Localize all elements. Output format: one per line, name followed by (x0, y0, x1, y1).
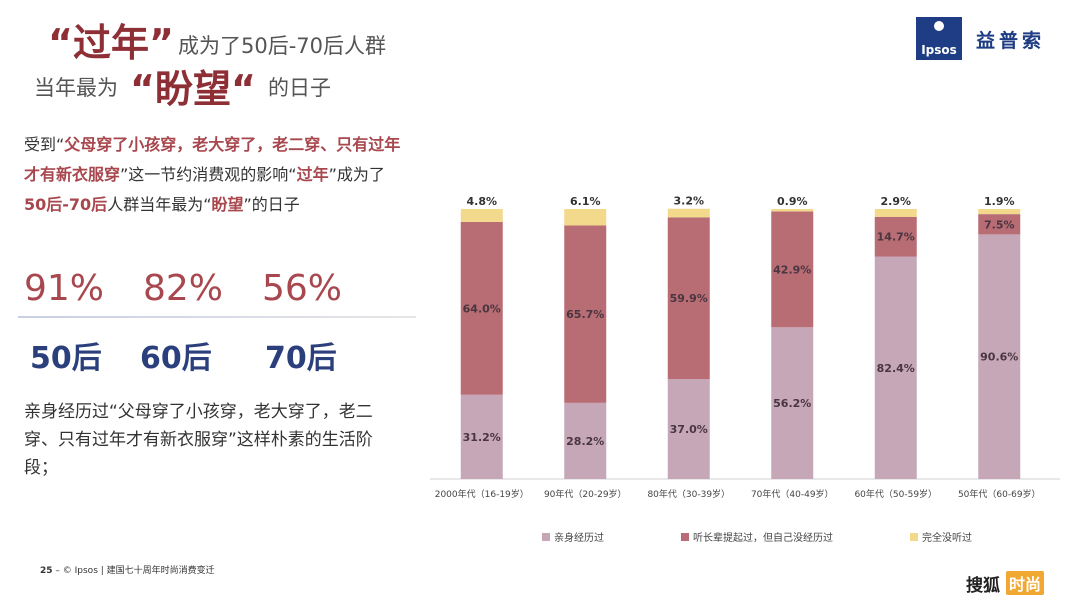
ipsos-logo-chinese: 益普索 (976, 30, 1046, 52)
bar-value-label: 82.4% (877, 362, 915, 375)
bar-value-label: 7.5% (984, 218, 1015, 231)
title-line1-rest: 成为了50后-70后人群 (178, 34, 387, 58)
stacked-bar-chart: 31.2% 64.0% 4.8% 2000年代（16-19岁） 28.2% 65.7% 6.… (430, 195, 1060, 544)
bar-segment (667, 217, 710, 380)
legend-swatch (542, 533, 550, 541)
intro-text: ”成为了 (328, 165, 385, 184)
intro-text: 受到“ (24, 135, 65, 154)
intro-highlight-panwang: 盼望 (211, 195, 244, 214)
intro-highlight-guonian: 过年 (296, 165, 329, 184)
legend-label: 完全没听过 (922, 531, 972, 544)
bar-segment (667, 379, 710, 479)
bar-segment (564, 225, 607, 403)
bar-segment (460, 221, 503, 395)
legend-swatch (681, 533, 689, 541)
bar-segment (978, 209, 1021, 215)
x-axis-category-label: 70年代（40-49岁） (751, 488, 834, 500)
title-quote-panwang: “盼望“ (130, 67, 256, 111)
bar-segment (874, 209, 917, 217)
intro-paragraph: 受到“父母穿了小孩穿，老大穿了，老二穿、只有过年才有新衣服穿”这一节约消费观的影… (24, 130, 404, 220)
footer: 25 – © Ipsos | 建国七十周年时尚消费变迁 (40, 563, 215, 576)
sohu-fashion-badge: 时尚 (1006, 571, 1045, 595)
bar-value-label: 59.9% (670, 292, 708, 305)
intro-text: ”这一节约消费观的影响“ (120, 165, 297, 184)
x-axis-category-label: 2000年代（16-19岁） (435, 488, 529, 500)
bar-value-label: 56.2% (773, 397, 811, 410)
bar-segment (564, 209, 607, 226)
bar-value-label: 6.1% (570, 195, 601, 208)
sohu-watermark: 搜狐 (966, 576, 1000, 596)
bar-value-label: 42.9% (773, 263, 811, 276)
bar-segment (564, 402, 607, 479)
stat-percent-50s: 91% (24, 268, 105, 309)
x-axis-category-label: 80年代（30-39岁） (647, 488, 730, 500)
intro-text: 人群当年最为“ (107, 195, 212, 214)
bar-segment (978, 234, 1021, 479)
bar-segment (771, 211, 814, 328)
bar-value-label: 1.9% (984, 195, 1015, 208)
bar-value-label: 4.8% (466, 195, 497, 208)
ipsos-logo-dot-icon (934, 21, 944, 31)
bar-value-label: 90.6% (980, 351, 1018, 364)
bar-value-label: 31.2% (463, 431, 501, 444)
bar-segment (460, 394, 503, 479)
stat-percent-60s: 82% (143, 268, 224, 309)
stats-divider (18, 316, 416, 318)
bar-segment (874, 256, 917, 479)
title-line2-prefix: 当年最为 (34, 76, 118, 100)
page-number: 25 (40, 566, 53, 576)
bar-value-label: 0.9% (777, 195, 808, 208)
bar-segment (978, 214, 1021, 235)
footer-text: © Ipsos | 建国七十周年时尚消费变迁 (62, 566, 215, 576)
bar-segment (771, 327, 814, 479)
experience-paragraph: 亲身经历过“父母穿了小孩穿，老大穿了，老二穿、只有过年才有新衣服穿”这样朴素的生… (24, 402, 373, 478)
bar-segment (874, 216, 917, 257)
bar-segment (460, 209, 503, 222)
stat-percent-70s: 56% (262, 268, 343, 309)
stat-generation-50s: 50后 (30, 341, 102, 376)
legend-label: 亲身经历过 (554, 531, 604, 544)
legend-swatch (910, 533, 918, 541)
bar-value-label: 65.7% (566, 308, 604, 321)
intro-highlight-generations: 50后-70后 (24, 195, 108, 214)
stat-generation-60s: 60后 (140, 341, 212, 376)
bar-value-label: 64.0% (463, 302, 501, 315)
bar-value-label: 2.9% (880, 195, 911, 208)
bar-segment (771, 209, 814, 212)
x-axis-category-label: 90年代（20-29岁） (544, 488, 627, 500)
bar-value-label: 28.2% (566, 435, 604, 448)
bar-value-label: 37.0% (670, 423, 708, 436)
x-axis-category-label: 60年代（50-59岁） (854, 488, 937, 500)
legend-label: 听长辈提起过，但自己没经历过 (693, 531, 833, 544)
footer-dash: – (52, 566, 63, 576)
bar-value-label: 14.7% (877, 231, 915, 244)
intro-highlight-saying: 父母穿了小孩穿，老大穿了，老二穿、只有过年才有新衣服穿 (24, 135, 401, 184)
title-line2-suffix: 的日子 (268, 76, 331, 100)
bar-value-label: 3.2% (673, 195, 704, 208)
stat-generation-70s: 70后 (265, 341, 337, 376)
intro-text: ”的日子 (243, 195, 300, 214)
x-axis-category-label: 50年代（60-69岁） (958, 488, 1041, 500)
title-quote-guonian: “过年” (48, 21, 174, 65)
bar-segment (667, 208, 710, 218)
